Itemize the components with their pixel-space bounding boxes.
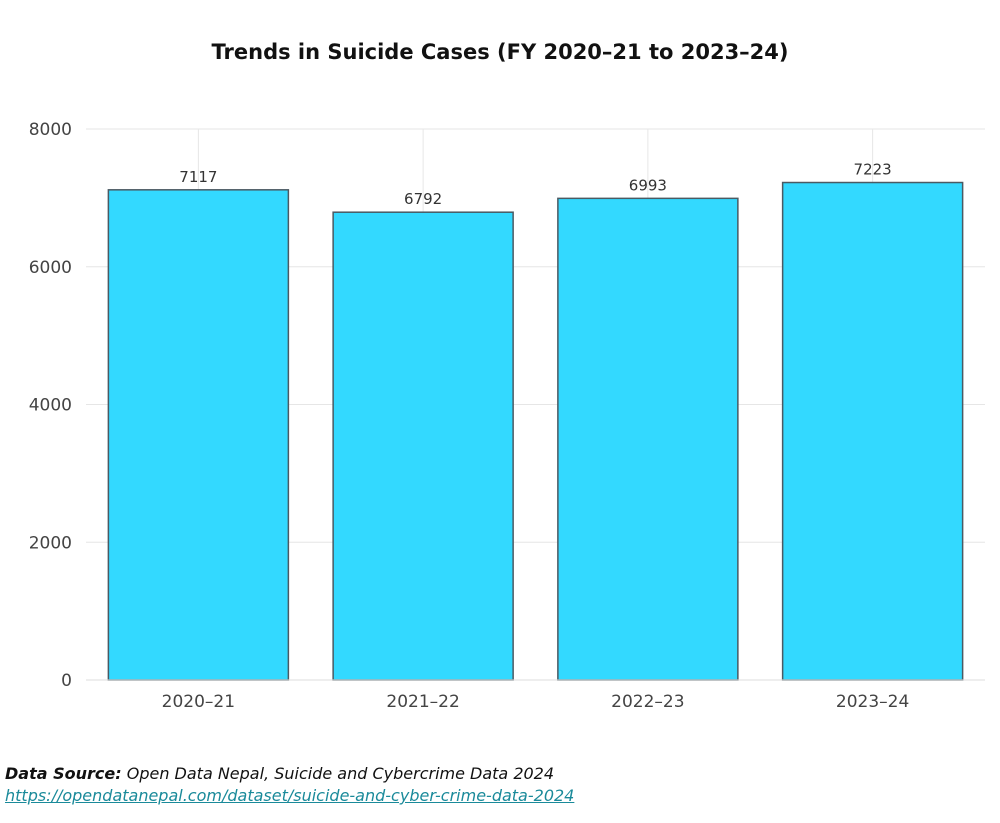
data-label: 7223: [854, 161, 892, 179]
x-tick-label: 2020–21: [162, 692, 235, 712]
y-tick-label: 0: [61, 671, 72, 691]
chart-title: Trends in Suicide Cases (FY 2020–21 to 2…: [211, 40, 789, 64]
x-tick-label: 2021–22: [386, 692, 459, 712]
bar: [332, 211, 514, 681]
y-tick-label: 2000: [29, 533, 72, 553]
y-tick-label: 4000: [29, 396, 72, 416]
bar: [557, 197, 739, 681]
data-label: 7117: [179, 168, 217, 186]
x-tick-label: 2023–24: [836, 692, 909, 712]
x-tick-label: 2022–23: [611, 692, 684, 712]
bar: [107, 189, 290, 681]
data-source-link[interactable]: https://opendatanepal.com/dataset/suicid…: [5, 786, 575, 805]
bar: [781, 181, 964, 681]
data-source: Data Source: Open Data Nepal, Suicide an…: [5, 764, 554, 783]
y-tick-label: 8000: [29, 120, 72, 140]
data-label: 6792: [404, 190, 442, 208]
data-label: 6993: [629, 176, 667, 194]
y-tick-label: 6000: [29, 258, 72, 278]
data-source-label: Data Source:: [5, 764, 122, 783]
data-source-text: Open Data Nepal, Suicide and Cybercrime …: [126, 764, 555, 783]
